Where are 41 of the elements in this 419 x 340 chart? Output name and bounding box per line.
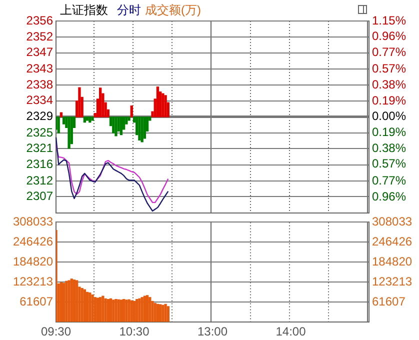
y2-tick-label: 0.19% — [372, 125, 406, 140]
y2-tick-label: 0.96% — [372, 29, 406, 44]
y-tick-label: 2329 — [26, 109, 54, 124]
y2-tick-label: 0.57% — [372, 156, 406, 171]
chart-title: 上证指数 — [60, 3, 108, 17]
y2-tick-label: 0.96% — [372, 189, 406, 204]
y2-tick-label: 1.15% — [372, 13, 406, 28]
y-tick-label: 2338 — [26, 77, 54, 92]
y2-tick-label: 0.38% — [372, 140, 406, 155]
y-tick-label: 2307 — [26, 189, 54, 204]
y-tick-label: 184820 — [12, 254, 54, 268]
y2-tick-label: 0.57% — [372, 62, 406, 76]
y2-tick-label: 123213 — [372, 274, 412, 288]
y2-tick-label: 184820 — [372, 254, 412, 268]
x-tick-label: 09:30 — [40, 324, 72, 339]
x-tick-label: 14:00 — [276, 324, 306, 339]
y-tick-label: 2334 — [26, 93, 54, 108]
y2-tick-label: 0.19% — [372, 93, 406, 108]
y-tick-label: 2325 — [26, 125, 54, 140]
y2-tick-label: 61607 — [372, 294, 406, 308]
y2-tick-label: 0.38% — [372, 78, 406, 92]
chart-subtitle: 分时 — [117, 3, 141, 17]
text: 成交额(万) — [145, 3, 201, 17]
y2-tick-label: 0.00% — [372, 109, 406, 124]
y-tick-label: 308033 — [12, 214, 54, 229]
y2-tick-label: 246426 — [372, 234, 412, 248]
y-tick-label: 246426 — [12, 234, 54, 248]
y-tick-label: 2316 — [26, 157, 54, 172]
x-tick-label: 13:00 — [197, 324, 228, 339]
y-tick-label: 2312 — [26, 173, 54, 188]
y-tick-label: 123213 — [12, 274, 54, 288]
y2-tick-label: 308033 — [372, 214, 412, 229]
y2-tick-label: 0.77% — [372, 45, 406, 59]
x-tick-label: 10:30 — [119, 324, 150, 339]
y-tick-label: 61607 — [20, 294, 54, 308]
y-tick-label: 2347 — [26, 45, 54, 60]
y-tick-label: 2352 — [26, 29, 54, 44]
y-tick-label: 2356 — [26, 13, 54, 28]
y-tick-label: 2321 — [26, 141, 54, 156]
y2-tick-label: 0.77% — [372, 173, 406, 188]
y-tick-label: 2343 — [26, 61, 54, 76]
